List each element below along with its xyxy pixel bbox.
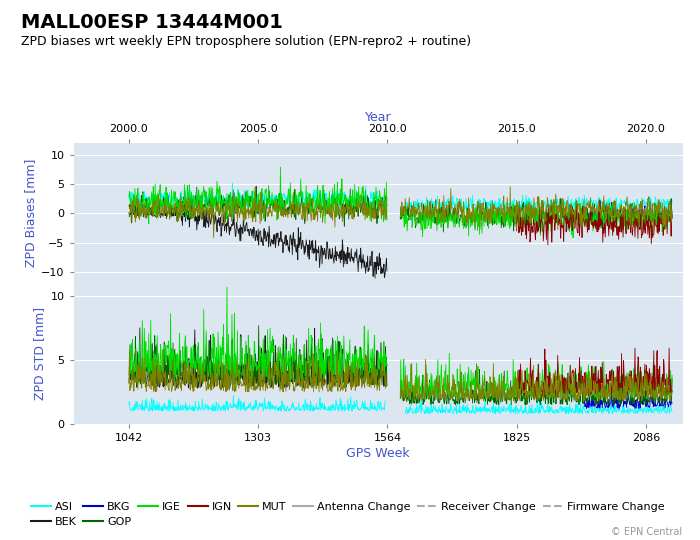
X-axis label: GPS Week: GPS Week (346, 447, 410, 460)
Text: ZPD biases wrt weekly EPN troposphere solution (EPN-repro2 + routine): ZPD biases wrt weekly EPN troposphere so… (21, 35, 471, 48)
Y-axis label: ZPD STD [mm]: ZPD STD [mm] (34, 307, 46, 400)
Text: MALL00ESP 13444M001: MALL00ESP 13444M001 (21, 14, 283, 32)
Legend: ASI, BEK, BKG, GOP, IGE, IGN, MUT, Antenna Change, Receiver Change, Firmware Cha: ASI, BEK, BKG, GOP, IGE, IGN, MUT, Anten… (27, 497, 668, 532)
Text: © EPN Central: © EPN Central (611, 527, 682, 537)
Y-axis label: ZPD Biases [mm]: ZPD Biases [mm] (24, 159, 37, 267)
X-axis label: Year: Year (365, 111, 391, 124)
